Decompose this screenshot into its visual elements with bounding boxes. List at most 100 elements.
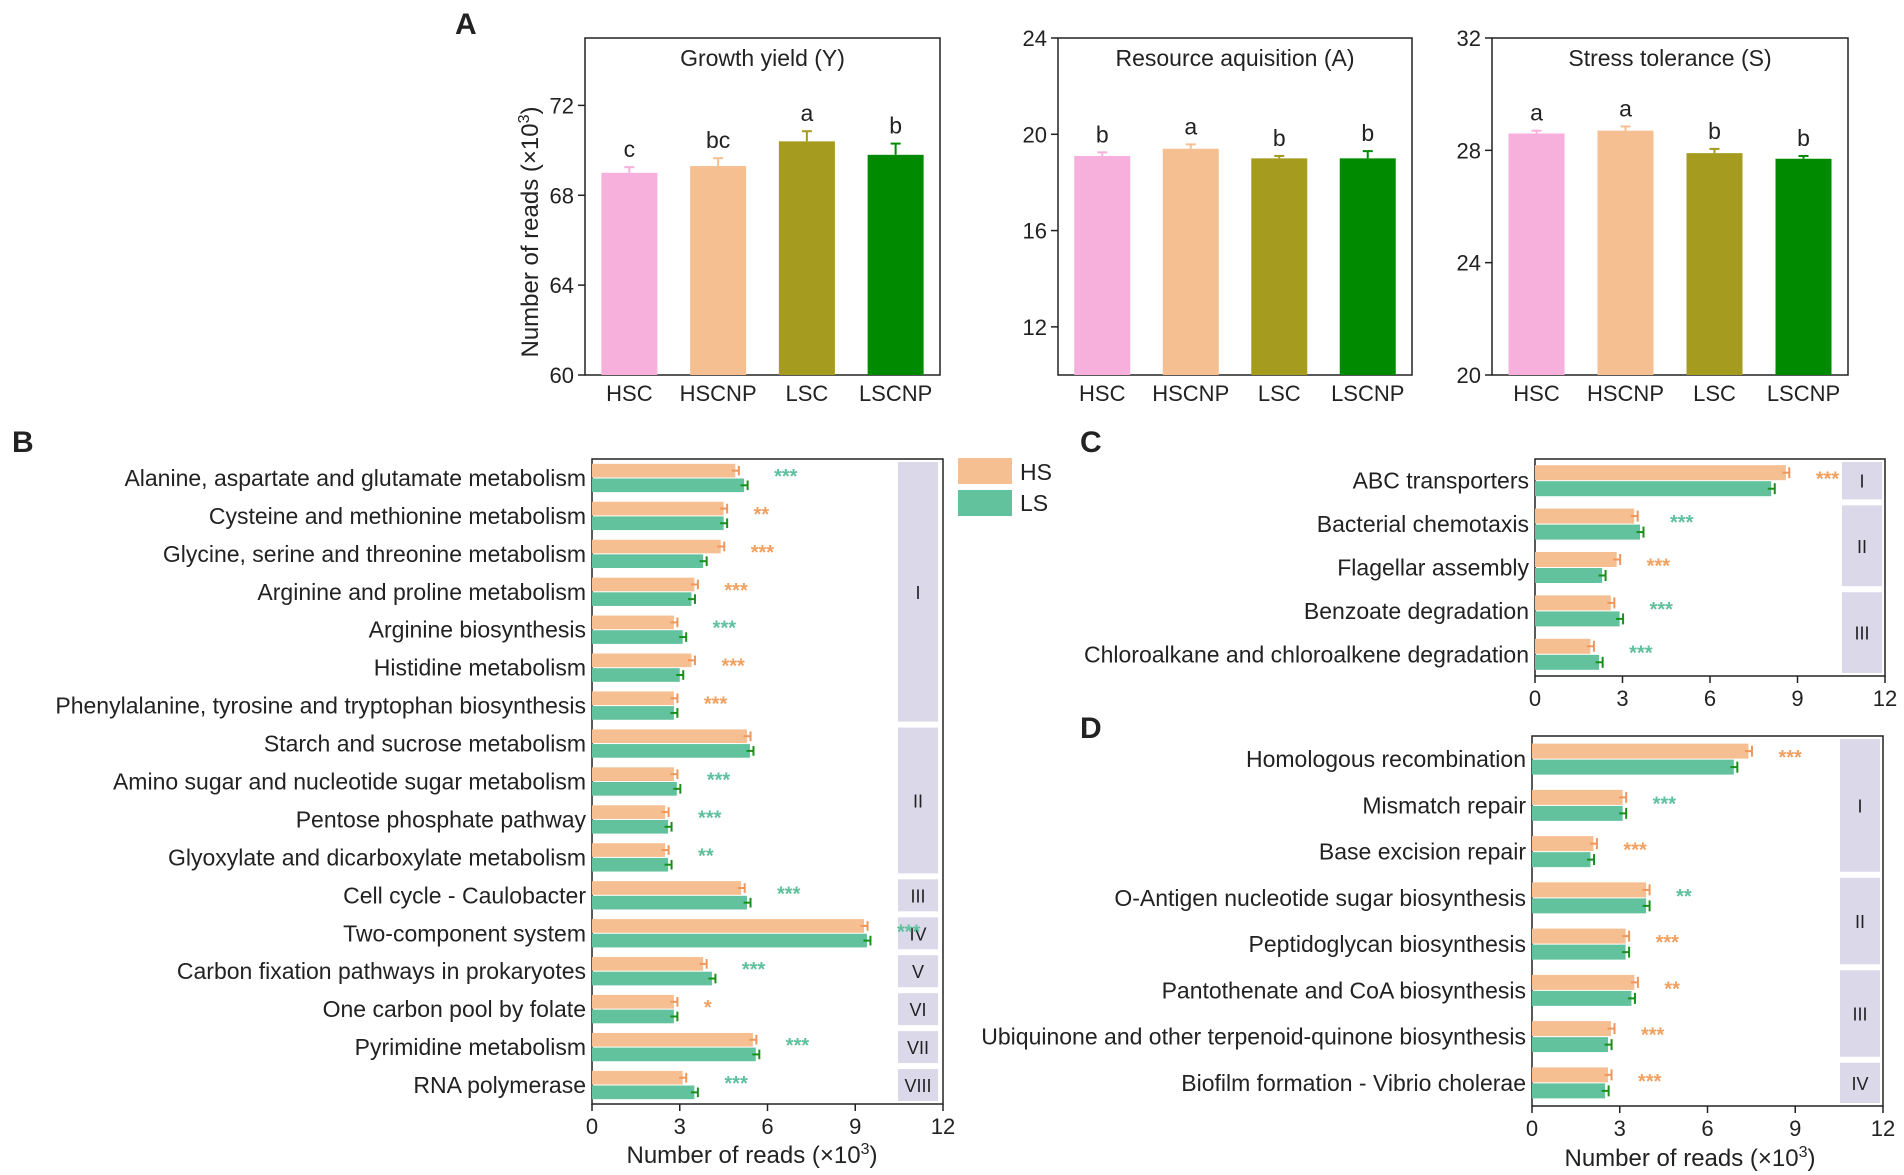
- bar-ls: [1535, 611, 1620, 627]
- bar-hs: [592, 805, 666, 819]
- significance-marker: ***: [1656, 932, 1680, 954]
- bar-hs: [1532, 1021, 1611, 1037]
- y-tick-label: 72: [550, 93, 574, 118]
- significance-marker: ***: [1670, 512, 1694, 534]
- legend: HS LS: [958, 458, 1052, 516]
- significance-marker: **: [1664, 978, 1680, 1000]
- x-tick-label: 6: [761, 1114, 773, 1139]
- bar-ls: [592, 706, 674, 720]
- bar-hs: [1532, 882, 1647, 898]
- bar-hs: [1532, 928, 1626, 944]
- x-category-label: LSCNP: [859, 381, 932, 406]
- bar-hs: [592, 1032, 753, 1047]
- panel-label-b: B: [12, 426, 34, 459]
- bar-hs: [592, 919, 865, 933]
- significance-marker: ***: [1653, 793, 1677, 815]
- category-label: One carbon pool by folate: [323, 996, 586, 1022]
- significance-letter: b: [1096, 121, 1109, 147]
- group-block: [1842, 462, 1882, 500]
- panel-a-title: Growth yield (Y): [680, 45, 845, 71]
- bar-ls: [592, 554, 704, 569]
- group-block: [1840, 877, 1880, 965]
- group-label: II: [1857, 537, 1867, 557]
- group-label: I: [1857, 796, 1862, 816]
- significance-marker: **: [754, 504, 770, 526]
- x-tick-label: 9: [1791, 686, 1803, 711]
- panel-a-frame: [1491, 37, 1849, 376]
- bar-hs: [1532, 836, 1594, 852]
- bar-ls: [1535, 524, 1640, 540]
- group-block: [1842, 505, 1882, 587]
- significance-letter: b: [1797, 125, 1810, 151]
- group-block: [898, 879, 938, 912]
- bar-ls: [592, 516, 724, 531]
- category-label: Peptidoglycan biosynthesis: [1249, 931, 1526, 957]
- panel-a-ylabel: Number of reads (×103): [516, 106, 544, 357]
- bar-hs: [592, 729, 748, 744]
- significance-marker: ***: [713, 618, 737, 640]
- y-tick-label: 32: [1457, 26, 1481, 51]
- panel-label-d: D: [1080, 712, 1102, 745]
- legend-label-hs: HS: [1020, 459, 1052, 485]
- x-tick-label: 3: [1616, 686, 1628, 711]
- category-label: Benzoate degradation: [1304, 598, 1529, 624]
- bar-hs: [1535, 638, 1591, 654]
- significance-marker: ***: [1650, 599, 1674, 621]
- significance-marker: ***: [707, 770, 731, 792]
- bar-hs: [1532, 974, 1635, 990]
- panel-a-frame: [1057, 37, 1413, 376]
- x-tick-label: 12: [1873, 686, 1897, 711]
- significance-marker: ***: [1778, 747, 1802, 769]
- bar-ls: [592, 933, 867, 948]
- x-tick-label: 0: [1526, 1116, 1538, 1141]
- category-label: Glycine, serine and threonine metabolism: [163, 541, 586, 567]
- category-label: Starch and sucrose metabolism: [264, 731, 586, 757]
- bar-ls: [1535, 481, 1772, 497]
- bar-ls: [592, 895, 748, 910]
- category-label: Pyrimidine metabolism: [355, 1034, 586, 1060]
- bar-hs: [592, 691, 674, 706]
- bar-hs: [592, 767, 674, 781]
- x-tick-label: 9: [1789, 1116, 1801, 1141]
- bar-hs: [1532, 1067, 1609, 1083]
- y-tick-label: 24: [1457, 251, 1481, 276]
- group-block: [898, 955, 938, 988]
- significance-letter: bc: [706, 127, 730, 153]
- category-label: Chloroalkane and chloroalkene degradatio…: [1084, 641, 1529, 667]
- y-tick-label: 12: [1023, 315, 1047, 340]
- significance-marker: ***: [1816, 469, 1840, 491]
- x-category-label: HSC: [1513, 381, 1560, 406]
- category-label: Bacterial chemotaxis: [1317, 511, 1529, 537]
- y-tick-label: 24: [1023, 26, 1047, 51]
- bar-ls: [1532, 1083, 1606, 1099]
- group-label: IV: [1851, 1074, 1868, 1094]
- bar-ls: [1532, 1037, 1609, 1053]
- group-label: V: [912, 962, 924, 982]
- bar-hs: [592, 615, 674, 630]
- group-block: [1840, 739, 1880, 872]
- bar-lsc: [1251, 158, 1308, 375]
- x-category-label: LSCNP: [1767, 381, 1840, 406]
- significance-letter: a: [1530, 100, 1543, 126]
- category-label: ABC transporters: [1353, 468, 1529, 494]
- group-label: III: [910, 886, 925, 906]
- bar-ls: [1532, 944, 1626, 960]
- significance-marker: ***: [724, 580, 748, 602]
- bar-hs: [1535, 552, 1617, 567]
- x-tick-label: 3: [674, 1114, 686, 1139]
- x-category-label: HSCNP: [680, 381, 757, 406]
- group-block: [898, 1069, 938, 1101]
- category-label: Alanine, aspartate and glutamate metabol…: [124, 465, 586, 491]
- bar-ls: [1532, 805, 1623, 821]
- significance-marker: ***: [751, 542, 775, 564]
- bar-ls: [592, 1047, 756, 1062]
- significance-marker: ***: [786, 1035, 810, 1057]
- group-block: [898, 462, 938, 722]
- category-label: Biofilm formation - Vibrio cholerae: [1181, 1070, 1526, 1096]
- significance-marker: **: [698, 845, 714, 867]
- bar-ls: [1532, 759, 1734, 775]
- panel-a: Growth yield (Y) 60 64 68 72 c HSC bc HSCNP a LSC b…: [550, 26, 1849, 406]
- significance-marker: ***: [1647, 556, 1671, 578]
